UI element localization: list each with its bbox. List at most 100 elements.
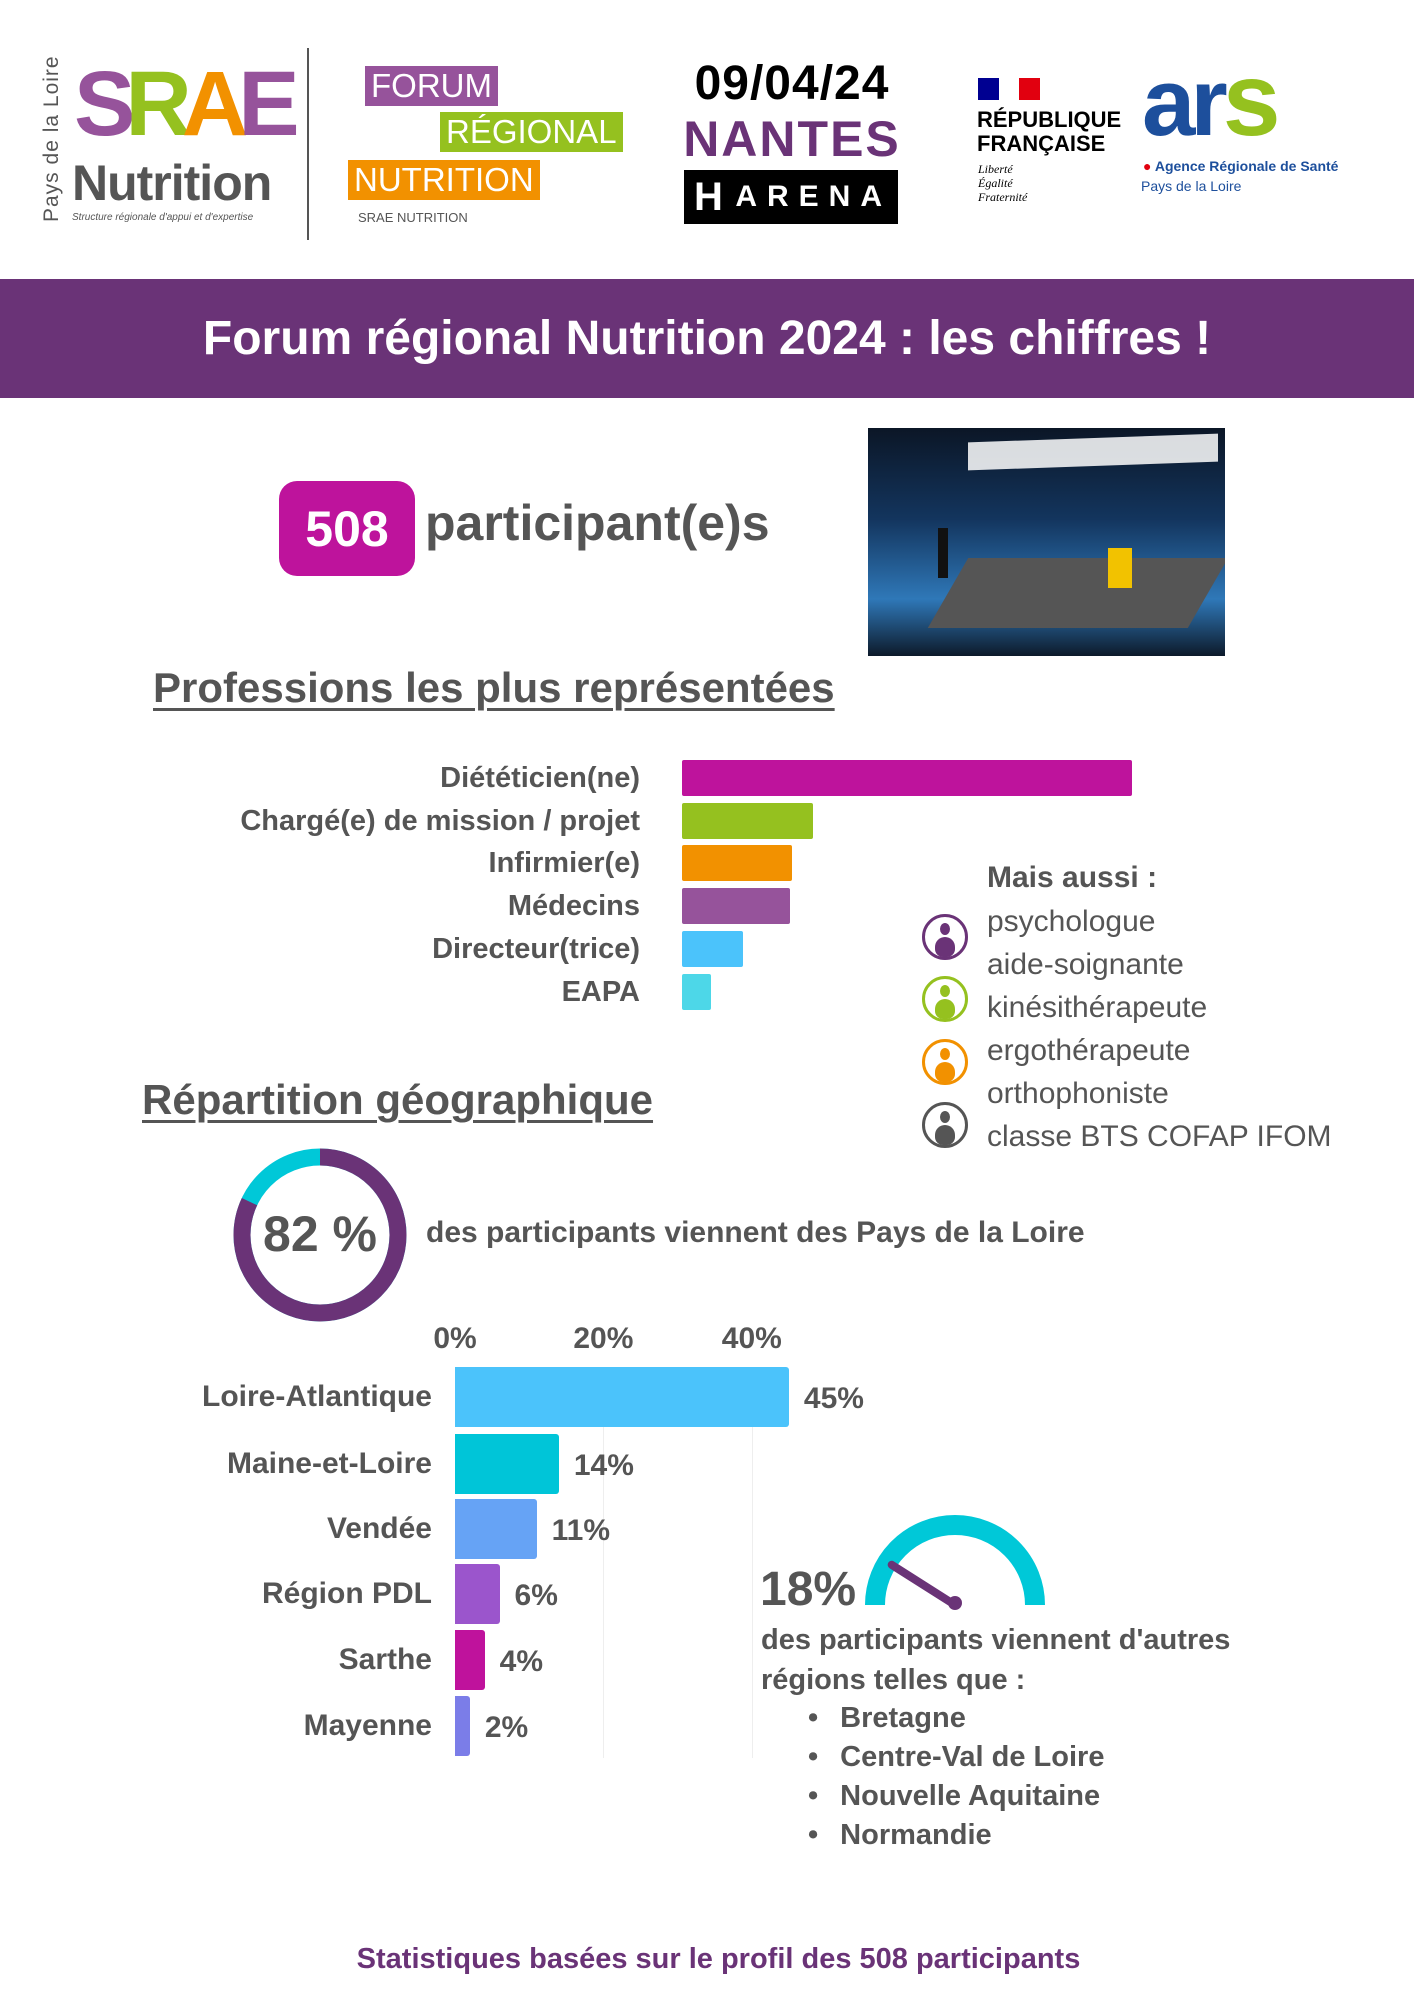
gauge-needle — [887, 1560, 959, 1609]
region-list-item: • Normandie — [808, 1819, 992, 1852]
profession-label: Directeur(trice) — [432, 933, 640, 965]
region-label: Loire-Atlantique — [202, 1380, 432, 1413]
ars-line2: Pays de la Loire — [1141, 178, 1242, 194]
region-name: Bretagne — [840, 1702, 966, 1734]
profession-bar — [682, 888, 790, 924]
other-text-1: des participants viennent d'autres — [761, 1624, 1231, 1656]
region-value: 2% — [484, 1711, 529, 1744]
other-text-2: régions telles que : — [761, 1664, 1026, 1696]
srae-name: Nutrition — [72, 155, 272, 211]
also-item: orthophoniste — [987, 1077, 1169, 1110]
also-item: classe BTS COFAP IFOM — [987, 1120, 1332, 1153]
person-icon — [922, 976, 968, 1022]
ars-mark: ars — [1142, 42, 1281, 158]
srae-tagline: Structure régionale d'appui et d'experti… — [72, 212, 254, 223]
srae-mark: SRAE — [74, 53, 300, 155]
gridline — [603, 1368, 605, 1758]
rf-line2: FRANÇAISE — [977, 131, 1106, 156]
profession-label: Chargé(e) de mission / projet — [240, 805, 640, 837]
region-name: Centre-Val de Loire — [840, 1741, 1105, 1773]
region-value: 6% — [514, 1579, 558, 1612]
header-divider — [307, 48, 309, 240]
person-icon — [922, 1102, 968, 1148]
profession-bar — [682, 803, 813, 839]
region-bar — [455, 1434, 559, 1494]
profession-bar — [682, 760, 1132, 796]
region-label: Région PDL — [262, 1577, 432, 1610]
gauge-arc — [865, 1515, 1045, 1606]
professions-heading: Professions les plus représentées — [153, 664, 835, 711]
region-list-item: • Centre-Val de Loire — [808, 1741, 1104, 1774]
profession-label: EAPA — [561, 976, 640, 1008]
region-list-item: • Nouvelle Aquitaine — [808, 1780, 1100, 1813]
profession-bar — [682, 974, 712, 1010]
participant-count-badge: 508 — [279, 481, 415, 576]
region-label: Sarthe — [338, 1643, 432, 1676]
rf-motto: Liberté Égalité Fraternité — [978, 162, 1027, 204]
page-title: Forum régional Nutrition 2024 : les chif… — [0, 279, 1414, 398]
other-percent: 18% — [760, 1563, 857, 1616]
donut-value-arc — [233, 1148, 407, 1322]
region-label: Mayenne — [303, 1709, 432, 1742]
venue-logo: H ARENA — [684, 170, 898, 224]
profession-label: Médecins — [507, 890, 640, 922]
region-value: 45% — [803, 1382, 864, 1415]
region-value: 11% — [551, 1514, 610, 1547]
bullet-icon: • — [808, 1741, 819, 1773]
also-heading: Mais aussi : — [987, 861, 1158, 894]
region-value: 14% — [573, 1449, 634, 1482]
profession-label: Infirmier(e) — [488, 847, 640, 879]
x-tick-label: 20% — [573, 1322, 634, 1355]
region-name: Nouvelle Aquitaine — [840, 1780, 1101, 1812]
nutrition-word: NUTRITION — [348, 160, 540, 201]
ars-line1: ● Agence Régionale de Santé — [1143, 158, 1339, 174]
other-gauge — [865, 1515, 1045, 1610]
person-icon — [922, 1039, 968, 1085]
region-bar — [455, 1499, 537, 1559]
region-name: Normandie — [840, 1819, 992, 1851]
french-flag-icon — [978, 78, 1041, 100]
event-city: NANTES — [683, 111, 901, 167]
also-item: kinésithérapeute — [987, 991, 1208, 1024]
motto-2: Égalité — [978, 176, 1013, 190]
rf-line1: RÉPUBLIQUE — [977, 107, 1122, 132]
ars-agency: Agence Régionale de Santé — [1154, 158, 1339, 174]
footer-note: Statistiques basées sur le profil des 50… — [356, 1943, 1081, 1975]
region-label: Maine-et-Loire — [226, 1447, 432, 1480]
event-photo — [868, 428, 1225, 656]
profession-bar — [682, 931, 743, 967]
gridline — [751, 1368, 753, 1758]
participant-label: participant(e)s — [425, 495, 770, 551]
region-bar — [455, 1564, 500, 1624]
forum-word: FORUM — [365, 66, 498, 107]
gauge-hub — [948, 1596, 962, 1610]
also-item: aide-soignante — [987, 948, 1184, 981]
region-label: Vendée — [326, 1512, 432, 1545]
region-bar — [455, 1696, 470, 1756]
also-item: psychologue — [987, 905, 1156, 938]
x-tick-label: 0% — [433, 1322, 477, 1355]
venue-name: ARENA — [735, 180, 892, 213]
x-tick-label: 40% — [721, 1322, 782, 1355]
event-date: 09/04/24 — [694, 57, 890, 110]
region-value: 4% — [499, 1645, 544, 1678]
also-item: ergothérapeute — [987, 1034, 1191, 1067]
pdl-percent: 82 % — [263, 1206, 377, 1262]
motto-3: Fraternité — [978, 190, 1028, 204]
motto-1: Liberté — [978, 162, 1013, 176]
srae-region: Pays de la Loire — [40, 55, 63, 222]
bullet-icon: • — [808, 1819, 819, 1851]
region-bar — [455, 1367, 789, 1427]
bullet-icon: • — [808, 1780, 819, 1812]
pdl-donut — [233, 1148, 407, 1322]
region-list-item: • Bretagne — [808, 1702, 966, 1735]
regional-word: RÉGIONAL — [440, 112, 623, 153]
region-bar — [455, 1630, 485, 1690]
pdl-text: des participants viennent des Pays de la… — [426, 1216, 1085, 1249]
profession-label: Diététicien(ne) — [440, 762, 640, 794]
profession-bar — [682, 845, 793, 881]
bullet-icon: • — [808, 1702, 819, 1734]
person-icon — [922, 914, 968, 960]
forum-sub: SRAE NUTRITION — [358, 210, 468, 225]
geo-heading: Répartition géographique — [142, 1076, 654, 1123]
